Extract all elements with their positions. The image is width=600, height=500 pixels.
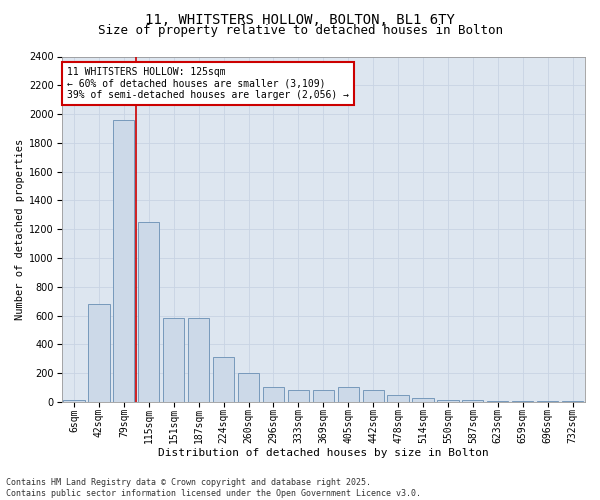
Bar [213,357,234,402]
Bar [487,401,508,402]
Bar [163,318,184,402]
Y-axis label: Number of detached properties: Number of detached properties [15,138,25,320]
X-axis label: Distribution of detached houses by size in Bolton: Distribution of detached houses by size … [158,448,488,458]
Bar [88,304,110,402]
Bar [64,400,85,402]
Bar [362,390,384,402]
Bar [138,222,160,402]
Bar [412,398,434,402]
Bar [388,394,409,402]
Text: Contains HM Land Registry data © Crown copyright and database right 2025.
Contai: Contains HM Land Registry data © Crown c… [6,478,421,498]
Text: Size of property relative to detached houses in Bolton: Size of property relative to detached ho… [97,24,503,37]
Bar [437,400,458,402]
Bar [462,400,484,402]
Bar [338,388,359,402]
Bar [313,390,334,402]
Bar [238,373,259,402]
Bar [188,318,209,402]
Text: 11, WHITSTERS HOLLOW, BOLTON, BL1 6TY: 11, WHITSTERS HOLLOW, BOLTON, BL1 6TY [145,12,455,26]
Bar [113,120,134,402]
Text: 11 WHITSTERS HOLLOW: 125sqm
← 60% of detached houses are smaller (3,109)
39% of : 11 WHITSTERS HOLLOW: 125sqm ← 60% of det… [67,67,349,100]
Bar [263,386,284,402]
Bar [288,390,309,402]
